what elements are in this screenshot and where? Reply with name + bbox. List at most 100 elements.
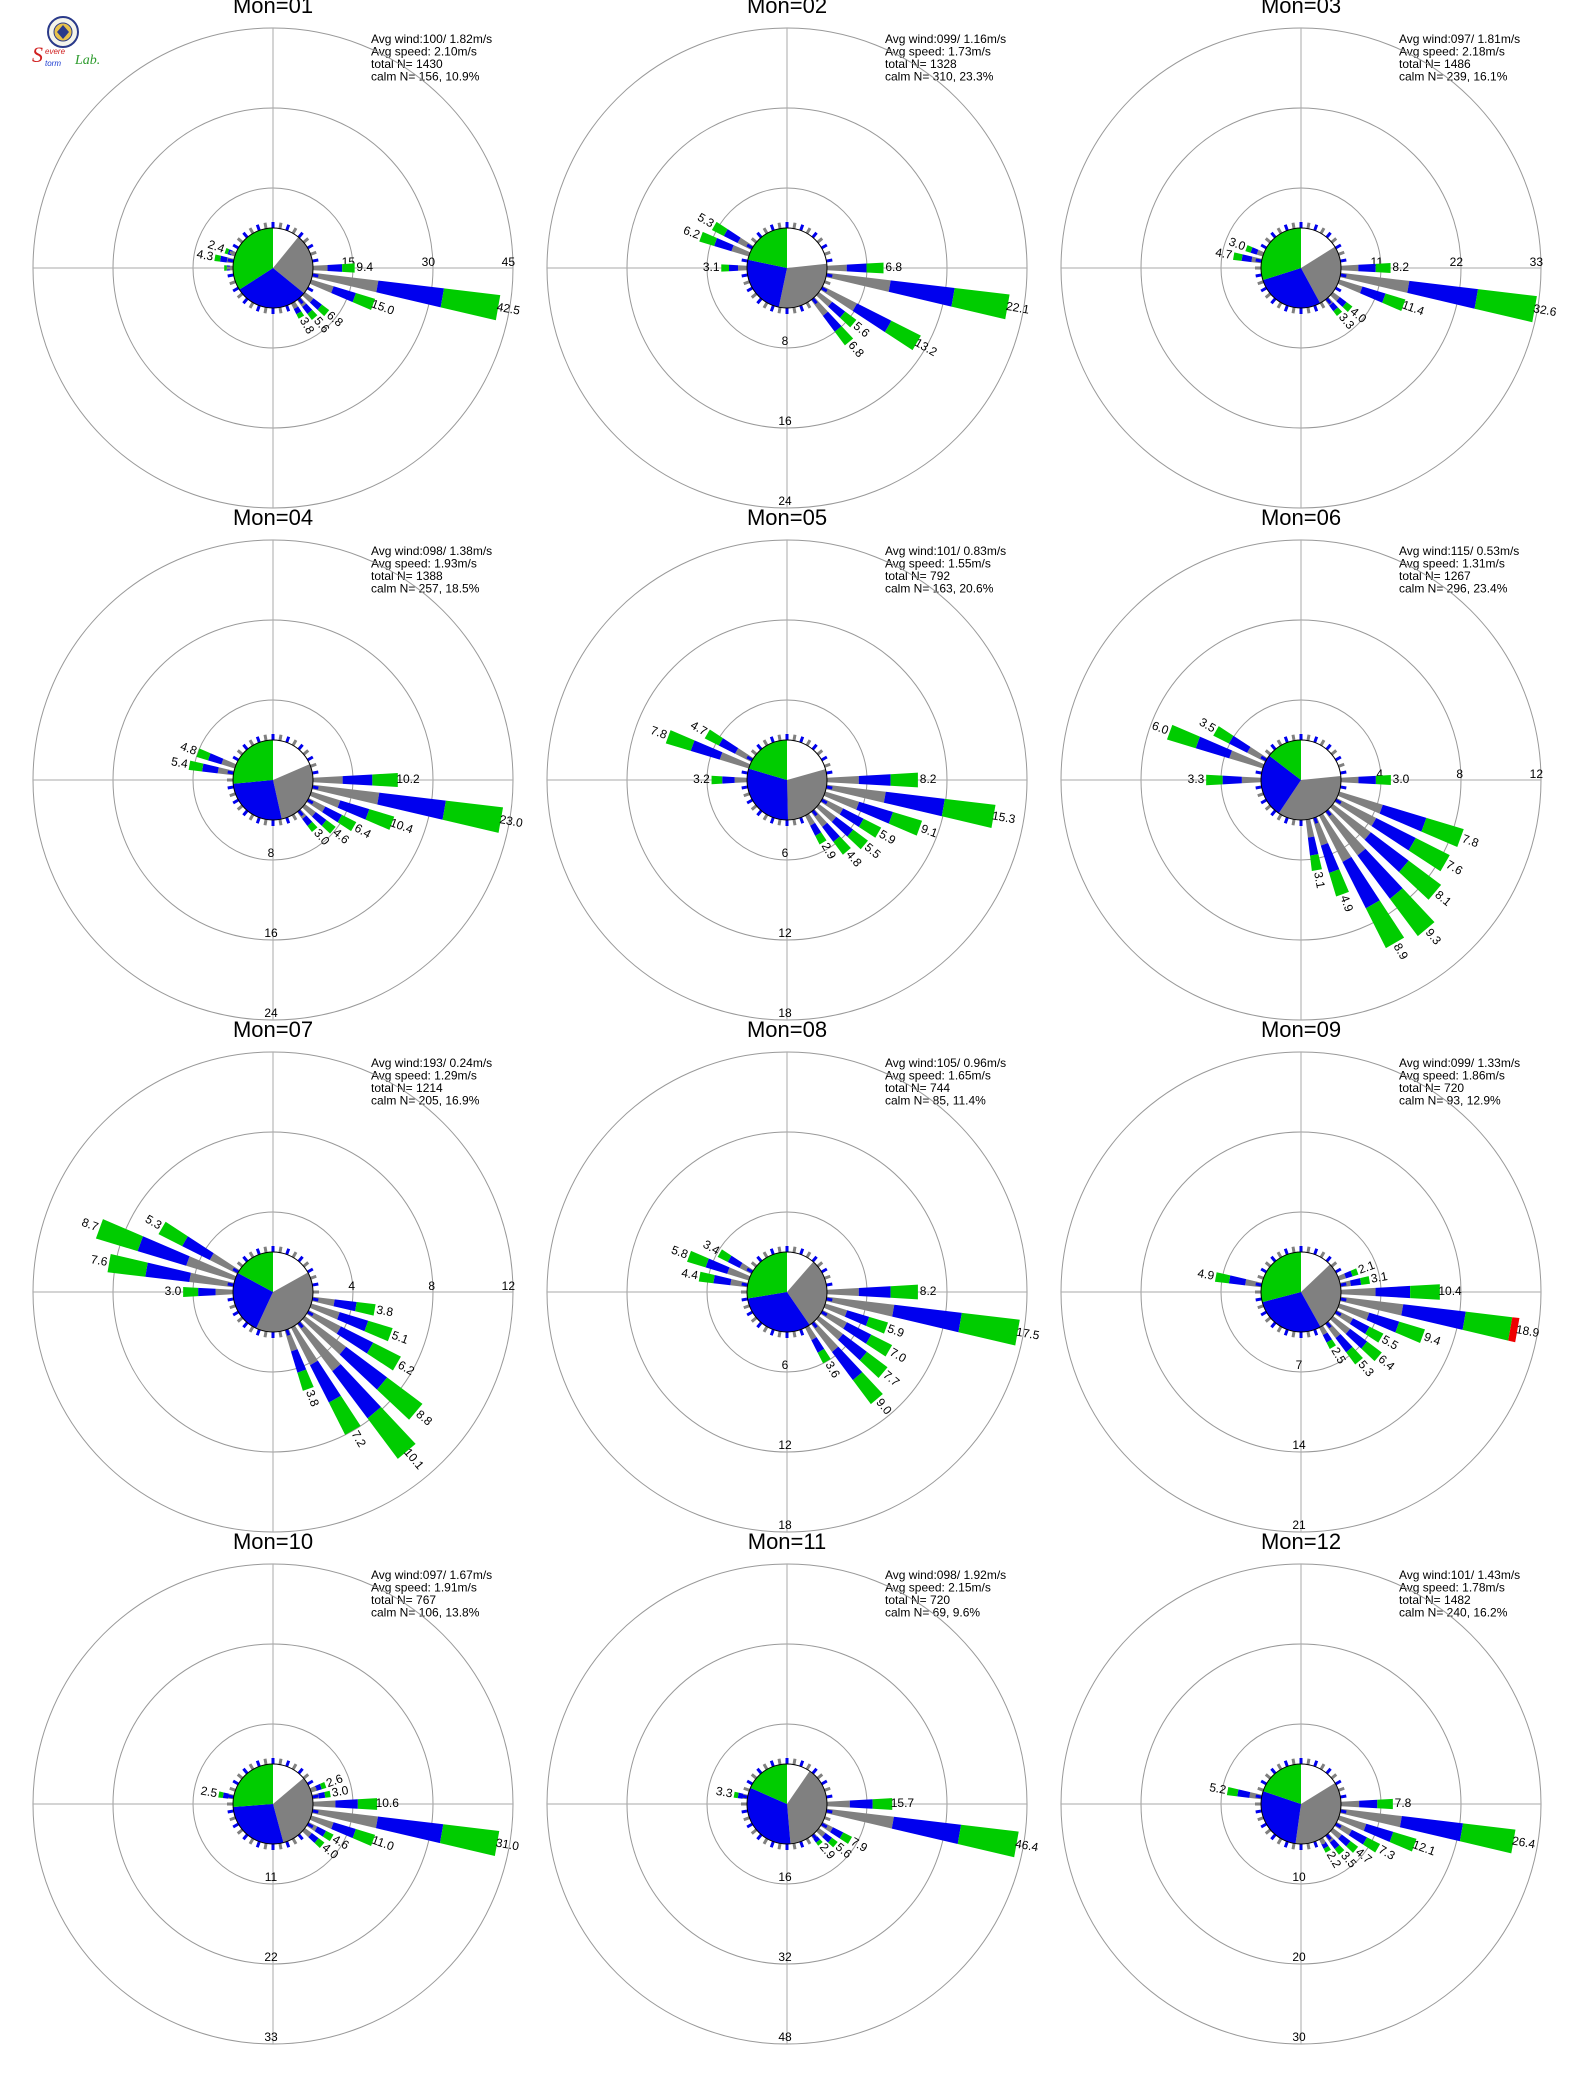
- calm-tick-mark: [229, 1816, 236, 1822]
- wind-petal-segment: [137, 1236, 190, 1266]
- wind-petal-segment: [1366, 1312, 1400, 1333]
- calm-tick-mark: [777, 819, 782, 826]
- calm-circle-outline: [232, 739, 314, 821]
- info-avg-speed: Avg speed: 2.18m/s: [1399, 45, 1505, 59]
- wind-petal-segment: [339, 1346, 388, 1390]
- info-calm-n: calm N= 296, 23.4%: [1399, 582, 1508, 596]
- calm-tick-mark: [1338, 250, 1345, 256]
- calm-tick-mark: [743, 1304, 750, 1310]
- calm-tick-mark: [255, 1760, 261, 1767]
- calm-tick-mark: [248, 227, 255, 235]
- calm-tick-mark: [1291, 1331, 1296, 1338]
- ring-label: 8: [782, 334, 789, 348]
- wind-petal-segment: [810, 1321, 839, 1353]
- calm-tick-mark: [306, 1267, 314, 1274]
- wind-petal-segment: [711, 221, 728, 237]
- calm-pie-slice: [1301, 740, 1341, 780]
- wind-petal-segment: [817, 1348, 831, 1364]
- calm-tick-mark: [811, 297, 818, 305]
- panel-title: Mon=11: [748, 1529, 826, 1554]
- petal-value-label: 11.0: [370, 1833, 396, 1854]
- wind-petal-segment: [375, 1816, 444, 1844]
- calm-tick-mark: [743, 250, 750, 256]
- wind-petal-segment: [733, 1791, 739, 1799]
- calm-tick-mark: [741, 1794, 748, 1799]
- petal-value-label: 10.4: [1438, 1284, 1462, 1298]
- petal-value-label: 42.5: [496, 300, 522, 318]
- calm-tick-mark: [746, 1779, 754, 1786]
- calm-tick-mark: [750, 1773, 758, 1780]
- wind-petal-segment: [376, 280, 445, 308]
- calm-tick-mark: [306, 286, 314, 293]
- info-avg-wind: Avg wind:097/ 1.67m/s: [371, 1568, 492, 1582]
- calm-tick-mark: [297, 1321, 304, 1329]
- calm-tick-mark: [236, 1828, 244, 1835]
- calm-tick-mark: [1340, 1297, 1347, 1302]
- wind-petal-segment: [1395, 1321, 1425, 1344]
- calm-tick-mark: [242, 1833, 249, 1841]
- wind-petal-segment: [721, 264, 730, 272]
- info-total-n: total N= 1328: [885, 57, 957, 71]
- wind-petal-segment: [1358, 263, 1376, 273]
- calm-pie-slice: [233, 228, 273, 290]
- calm-circle-outline: [746, 1763, 828, 1845]
- petal-value-label: 32.6: [1532, 301, 1558, 319]
- wind-petal-segment: [314, 1826, 327, 1837]
- calm-tick-mark: [820, 798, 828, 805]
- calm-tick-mark: [297, 1833, 304, 1841]
- calm-tick-mark: [1330, 749, 1338, 756]
- wind-petal-segment: [1365, 1326, 1384, 1343]
- wind-petal-segment: [839, 808, 864, 828]
- wind-petal-segment: [1310, 854, 1322, 872]
- calm-tick-mark: [826, 1282, 833, 1287]
- calm-circle-outline: [746, 227, 828, 309]
- calm-tick-mark: [824, 250, 831, 256]
- ring-label: 32: [778, 1950, 792, 1964]
- wind-petal-segment: [297, 1369, 314, 1391]
- calm-tick-mark: [816, 1828, 824, 1835]
- wind-petal-segment: [1229, 750, 1265, 769]
- calm-tick-mark: [1270, 1321, 1277, 1329]
- calm-tick-mark: [1270, 743, 1277, 751]
- wind-petal-segment: [687, 1250, 709, 1268]
- wind-petal-segment: [311, 1808, 379, 1829]
- info-avg-wind: Avg wind:101/ 1.43m/s: [1399, 1568, 1520, 1582]
- calm-circle-outline: [232, 227, 314, 309]
- info-avg-wind: Avg wind:101/ 0.83m/s: [885, 544, 1006, 558]
- wind-petal-segment: [337, 814, 357, 832]
- calm-tick-mark: [1257, 280, 1264, 286]
- calm-tick-mark: [1270, 1255, 1277, 1263]
- wind-petal-segment: [825, 1296, 895, 1317]
- wind-petal-segment: [717, 1249, 732, 1263]
- info-avg-wind: Avg wind:193/ 0.24m/s: [371, 1056, 492, 1070]
- calm-tick-mark: [1306, 734, 1311, 741]
- calm-tick-mark: [310, 762, 317, 768]
- calm-tick-mark: [811, 809, 818, 817]
- wind-petal-segment: [891, 1816, 962, 1845]
- calm-tick-mark: [1264, 237, 1272, 244]
- wind-petal-segment: [866, 262, 884, 274]
- wind-petal-segment: [1346, 1841, 1359, 1853]
- info-calm-n: calm N= 156, 10.9%: [371, 70, 480, 84]
- calm-tick-mark: [278, 1843, 283, 1850]
- wind-petal-segment: [1363, 1823, 1394, 1843]
- wind-petal-segment: [815, 832, 827, 845]
- wind-petal-segment: [107, 1253, 148, 1277]
- calm-tick-mark: [826, 273, 833, 278]
- calm-tick-mark: [743, 792, 750, 798]
- wind-petal-segment: [1350, 1268, 1359, 1277]
- calm-tick-mark: [278, 1246, 283, 1253]
- calm-tick-mark: [242, 231, 249, 239]
- wind-petal-segment: [1342, 856, 1380, 909]
- wind-petal-segment: [830, 1827, 844, 1839]
- wind-petal-segment: [858, 1286, 891, 1298]
- calm-tick-mark: [746, 1310, 754, 1317]
- wind-petal-segment: [1322, 1332, 1333, 1343]
- petal-value-label: 15.3: [991, 808, 1017, 826]
- info-total-n: total N= 767: [371, 1593, 436, 1607]
- wind-petal-segment: [1362, 1837, 1381, 1853]
- calm-tick-mark: [236, 237, 244, 244]
- wind-petal-segment: [367, 1407, 416, 1459]
- calm-pie-slice: [233, 1764, 273, 1808]
- calm-tick-mark: [242, 1767, 249, 1775]
